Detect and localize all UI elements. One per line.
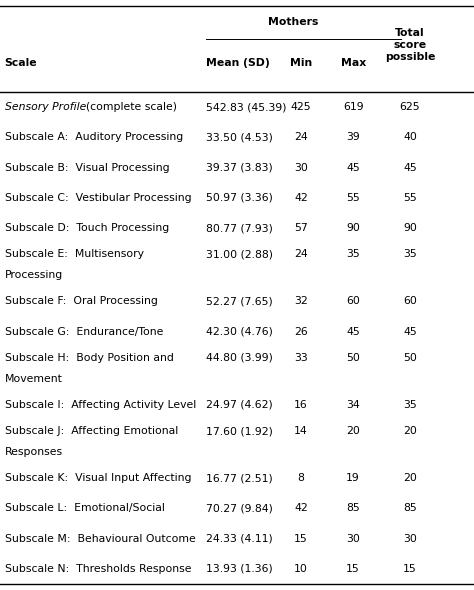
Text: 31.00 (2.88): 31.00 (2.88) bbox=[206, 250, 273, 260]
Text: 85: 85 bbox=[403, 503, 417, 513]
Text: 542.83 (45.39): 542.83 (45.39) bbox=[206, 102, 287, 112]
Text: Subscale L:  Emotional/Social: Subscale L: Emotional/Social bbox=[5, 503, 164, 513]
Text: 20: 20 bbox=[403, 426, 417, 436]
Text: Subscale B:  Visual Processing: Subscale B: Visual Processing bbox=[5, 163, 169, 173]
Text: 40: 40 bbox=[403, 132, 417, 142]
Text: 15: 15 bbox=[346, 564, 360, 574]
Text: 35: 35 bbox=[403, 400, 417, 410]
Text: (complete scale): (complete scale) bbox=[86, 102, 177, 112]
Text: 85: 85 bbox=[346, 503, 360, 513]
Text: 35: 35 bbox=[403, 250, 417, 260]
Text: Total
score
possible: Total score possible bbox=[385, 28, 435, 61]
Text: 45: 45 bbox=[403, 163, 417, 173]
Text: 26: 26 bbox=[294, 327, 308, 337]
Text: 35: 35 bbox=[346, 250, 360, 260]
Text: 42: 42 bbox=[294, 193, 308, 203]
Text: 16.77 (2.51): 16.77 (2.51) bbox=[206, 473, 273, 483]
Text: 16: 16 bbox=[294, 400, 308, 410]
Text: 17.60 (1.92): 17.60 (1.92) bbox=[206, 426, 273, 436]
Text: 45: 45 bbox=[346, 327, 360, 337]
Text: Subscale G:  Endurance/Tone: Subscale G: Endurance/Tone bbox=[5, 327, 163, 337]
Text: 34: 34 bbox=[346, 400, 360, 410]
Text: 45: 45 bbox=[346, 163, 360, 173]
Text: 425: 425 bbox=[291, 102, 311, 112]
Text: 57: 57 bbox=[294, 223, 308, 233]
Text: 42: 42 bbox=[294, 503, 308, 513]
Text: Subscale C:  Vestibular Processing: Subscale C: Vestibular Processing bbox=[5, 193, 191, 203]
Text: Subscale I:  Affecting Activity Level: Subscale I: Affecting Activity Level bbox=[5, 400, 196, 410]
Text: Min: Min bbox=[290, 58, 312, 68]
Text: Subscale H:  Body Position and: Subscale H: Body Position and bbox=[5, 353, 173, 363]
Text: 33.50 (4.53): 33.50 (4.53) bbox=[206, 132, 273, 142]
Text: Subscale A:  Auditory Processing: Subscale A: Auditory Processing bbox=[5, 132, 183, 142]
Text: 30: 30 bbox=[403, 534, 417, 544]
Text: Subscale K:  Visual Input Affecting: Subscale K: Visual Input Affecting bbox=[5, 473, 191, 483]
Text: 45: 45 bbox=[403, 327, 417, 337]
Text: 15: 15 bbox=[294, 534, 308, 544]
Text: 33: 33 bbox=[294, 353, 308, 363]
Text: 55: 55 bbox=[346, 193, 360, 203]
Text: Mean (SD): Mean (SD) bbox=[206, 58, 270, 68]
Text: Sensory Profile: Sensory Profile bbox=[5, 102, 86, 112]
Text: 30: 30 bbox=[346, 534, 360, 544]
Text: 52.27 (7.65): 52.27 (7.65) bbox=[206, 296, 273, 306]
Text: Subscale M:  Behavioural Outcome: Subscale M: Behavioural Outcome bbox=[5, 534, 195, 544]
Text: 619: 619 bbox=[343, 102, 364, 112]
Text: 24.97 (4.62): 24.97 (4.62) bbox=[206, 400, 273, 410]
Text: 39: 39 bbox=[346, 132, 360, 142]
Text: 44.80 (3.99): 44.80 (3.99) bbox=[206, 353, 273, 363]
Text: Subscale F:  Oral Processing: Subscale F: Oral Processing bbox=[5, 296, 158, 306]
Text: Mothers: Mothers bbox=[268, 17, 318, 27]
Text: Processing: Processing bbox=[5, 270, 63, 280]
Text: 50: 50 bbox=[403, 353, 417, 363]
Text: Movement: Movement bbox=[5, 373, 63, 384]
Text: 625: 625 bbox=[400, 102, 420, 112]
Text: 15: 15 bbox=[403, 564, 417, 574]
Text: 20: 20 bbox=[403, 473, 417, 483]
Text: 60: 60 bbox=[403, 296, 417, 306]
Text: 19: 19 bbox=[346, 473, 360, 483]
Text: Subscale D:  Touch Processing: Subscale D: Touch Processing bbox=[5, 223, 169, 233]
Text: Max: Max bbox=[340, 58, 366, 68]
Text: 90: 90 bbox=[346, 223, 360, 233]
Text: 24: 24 bbox=[294, 250, 308, 260]
Text: 55: 55 bbox=[403, 193, 417, 203]
Text: Subscale J:  Affecting Emotional: Subscale J: Affecting Emotional bbox=[5, 426, 178, 436]
Text: Subscale N:  Thresholds Response: Subscale N: Thresholds Response bbox=[5, 564, 191, 574]
Text: 80.77 (7.93): 80.77 (7.93) bbox=[206, 223, 273, 233]
Text: 20: 20 bbox=[346, 426, 360, 436]
Text: 14: 14 bbox=[294, 426, 308, 436]
Text: 60: 60 bbox=[346, 296, 360, 306]
Text: 24.33 (4.11): 24.33 (4.11) bbox=[206, 534, 273, 544]
Text: 24: 24 bbox=[294, 132, 308, 142]
Text: 39.37 (3.83): 39.37 (3.83) bbox=[206, 163, 273, 173]
Text: Responses: Responses bbox=[5, 447, 63, 457]
Text: 50: 50 bbox=[346, 353, 360, 363]
Text: 13.93 (1.36): 13.93 (1.36) bbox=[206, 564, 273, 574]
Text: 8: 8 bbox=[298, 473, 304, 483]
Text: 10: 10 bbox=[294, 564, 308, 574]
Text: Scale: Scale bbox=[5, 58, 37, 68]
Text: 42.30 (4.76): 42.30 (4.76) bbox=[206, 327, 273, 337]
Text: Subscale E:  Multisensory: Subscale E: Multisensory bbox=[5, 250, 144, 260]
Text: 90: 90 bbox=[403, 223, 417, 233]
Text: 32: 32 bbox=[294, 296, 308, 306]
Text: 30: 30 bbox=[294, 163, 308, 173]
Text: 70.27 (9.84): 70.27 (9.84) bbox=[206, 503, 273, 513]
Text: 50.97 (3.36): 50.97 (3.36) bbox=[206, 193, 273, 203]
